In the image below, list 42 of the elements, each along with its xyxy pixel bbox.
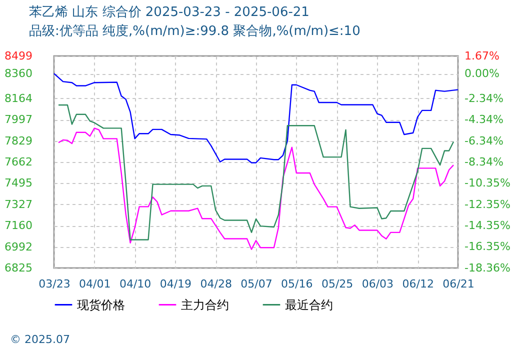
chart-subtitle: 品级:优等品 纯度,%(m/m)≥:99.8 聚合物,%(m/m)≤:10 — [29, 23, 360, 39]
y2-tick-label: 1.67% — [464, 50, 500, 62]
y-tick-label: 7495 — [4, 176, 32, 190]
y-tick-label: 6825 — [4, 262, 32, 274]
text: © 2025.07 — [10, 333, 70, 346]
y-tick-label: 7160 — [4, 219, 32, 232]
legend-label: 最近合约 — [285, 298, 333, 312]
x-tick-label: 04/10 — [119, 278, 152, 290]
y-tick-label: 6992 — [4, 240, 32, 254]
x-tick-label: 05/16 — [281, 278, 313, 290]
x-tick-label: 06/12 — [402, 278, 434, 290]
y2-tick-label: -10.35% — [464, 176, 510, 190]
x-tick-label: 04/28 — [200, 278, 232, 290]
y-tick-label: 7829 — [4, 134, 32, 148]
line-series — [58, 128, 454, 250]
x-tick-label: 05/07 — [240, 278, 272, 290]
chart-title: 苯乙烯 山东 综合价 2025-03-23 - 2025-06-21 — [29, 5, 310, 20]
x-tick-label: 06/21 — [442, 278, 474, 290]
y2-tick-label: -14.35% — [464, 219, 510, 232]
line-series — [58, 104, 454, 240]
x-tick-label: 03/23 — [38, 278, 70, 290]
y2-tick-label: -16.35% — [464, 240, 510, 254]
x-tick-label: 04/01 — [79, 278, 111, 290]
y2-tick-label: -18.36% — [464, 262, 510, 274]
line-series — [53, 73, 459, 164]
legend-label: 现货价格 — [77, 298, 125, 312]
y-tick-label: 7327 — [4, 198, 32, 211]
y-tick-label: 8499 — [4, 50, 32, 62]
y2-tick-label: 0.00% — [464, 67, 500, 80]
y2-tick-label: -4.34% — [464, 113, 504, 126]
y-tick-label: 7997 — [4, 113, 32, 126]
y2-tick-label: -6.34% — [464, 134, 504, 148]
y2-tick-label: -8.34% — [464, 155, 504, 168]
x-tick-label: 05/25 — [321, 278, 354, 290]
y2-tick-label: -12.35% — [464, 198, 510, 211]
x-tick-label: 04/19 — [160, 278, 192, 290]
x-tick-label: 06/03 — [362, 278, 394, 290]
legend-label: 主力合约 — [181, 298, 229, 312]
y-tick-label: 8360 — [4, 67, 32, 80]
y-tick-label: 8164 — [4, 92, 32, 105]
y2-tick-label: -2.34% — [464, 92, 504, 105]
y-tick-label: 7662 — [4, 156, 32, 168]
